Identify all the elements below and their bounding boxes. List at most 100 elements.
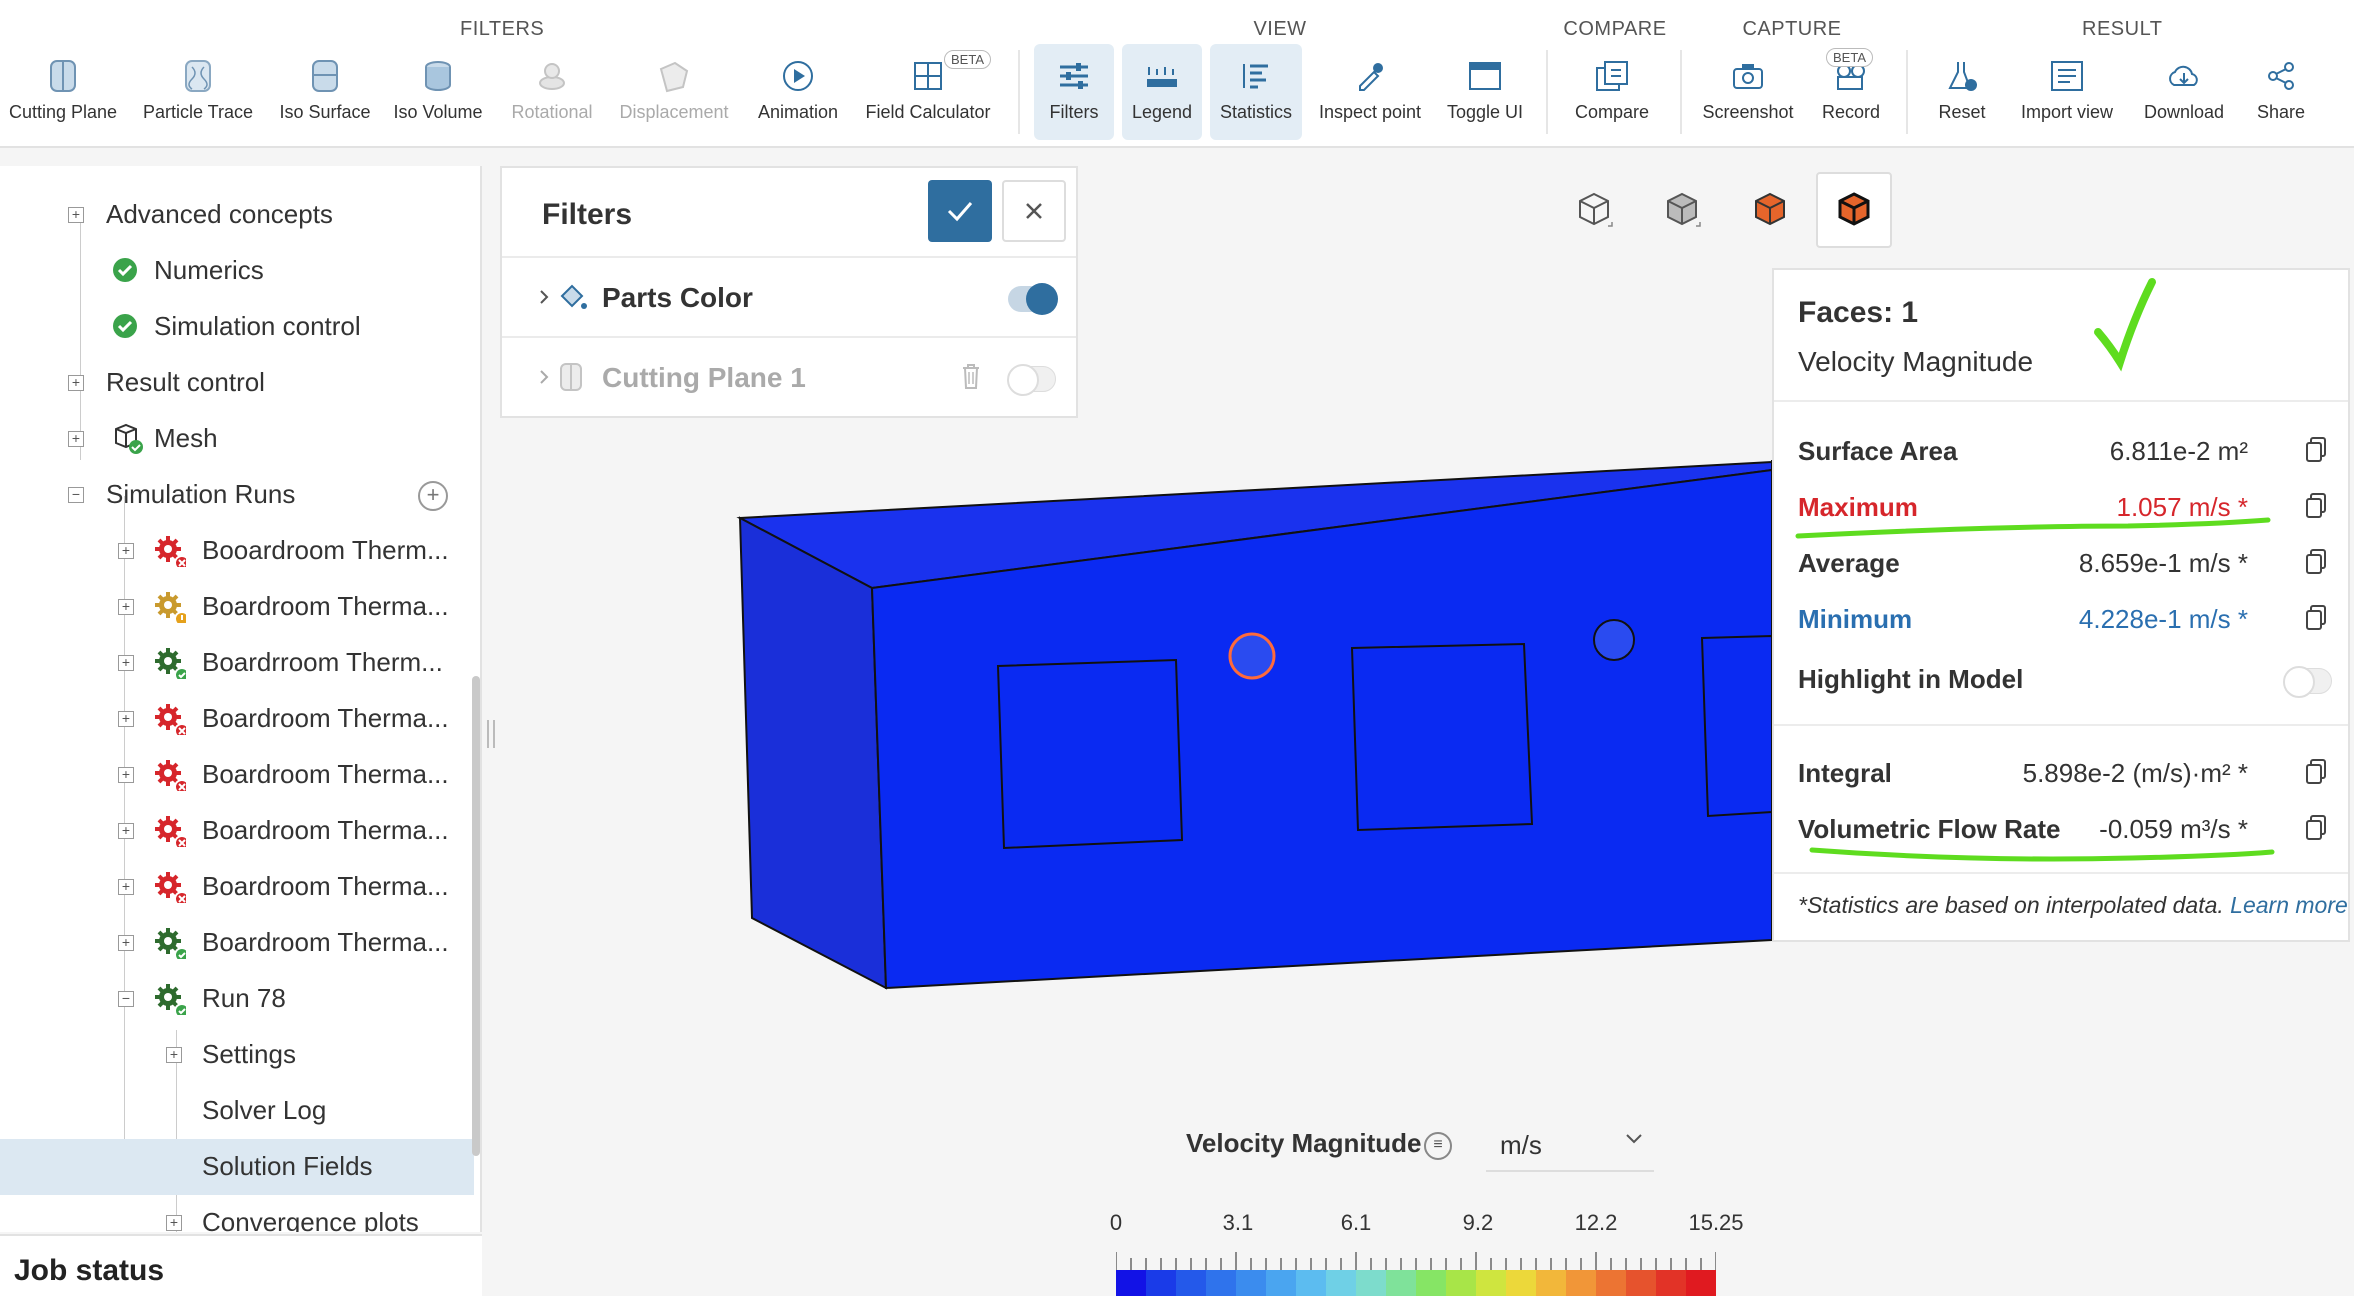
tree-item-run[interactable]: + Boardrroom Therm... [0,635,474,691]
download-button[interactable]: Download [2134,44,2234,140]
legend-button[interactable]: Legend [1122,44,1202,140]
cube-surface-edges-icon [1838,192,1870,226]
tree-item-mesh[interactable]: + Mesh [0,411,474,467]
sliders-icon [1056,58,1092,94]
gear-error-icon [155,816,186,847]
cutting-plane-toggle[interactable] [1007,364,1056,396]
tree-item-run-78[interactable]: − Run 78 [0,971,474,1027]
tree-scrollbar[interactable] [472,676,480,1156]
tree-item-run[interactable]: + Boardroom Therma... [0,859,474,915]
learn-more-link[interactable]: Learn more [2230,892,2348,918]
share-icon [2263,58,2299,94]
chevron-right-icon[interactable] [538,288,550,306]
check-circle-icon [113,314,137,338]
reset-button[interactable]: Reset [1924,44,2000,140]
collapse-icon[interactable]: − [118,991,134,1007]
tree-item-run[interactable]: + Boardroom Therma... [0,579,474,635]
job-status-header[interactable]: Job status [0,1234,482,1296]
rotational-button[interactable]: Rotational [500,44,604,140]
3d-viewport[interactable] [482,150,1772,1050]
legend-tick-label: 9.2 [1462,1210,1494,1235]
apply-button[interactable] [928,180,992,242]
cutting-plane-button[interactable]: Cutting Plane [0,44,126,140]
tree-item-numerics[interactable]: Numerics [0,243,474,299]
tree-item-run[interactable]: + Boardroom Therma... [0,747,474,803]
add-run-icon[interactable]: + [418,481,448,511]
particle-trace-button[interactable]: Particle Trace [138,44,258,140]
cube-wireframe-icon [1579,192,1613,227]
import-view-button[interactable]: Import view [2010,44,2124,140]
statistics-footnote: *Statistics are based on interpolated da… [1798,892,2348,918]
colorbar-segment [1146,1270,1177,1296]
collapse-icon[interactable]: − [68,487,84,503]
view-solid-button[interactable] [1644,172,1720,248]
colorbar-segment [1476,1270,1507,1296]
animation-button[interactable]: Animation [748,44,848,140]
expand-icon[interactable]: + [68,207,84,223]
expand-icon[interactable]: + [118,879,134,895]
view-surface-button[interactable] [1732,172,1808,248]
filter-row-parts-color[interactable]: Parts Color [502,256,1076,336]
field-calculator-button[interactable]: BETA Field Calculator [865,50,991,122]
record-button[interactable]: BETA Record [1821,48,1881,122]
selected-face-highlight[interactable] [1228,632,1276,680]
tree-item-simulation-control[interactable]: Simulation control [0,299,474,355]
expand-icon[interactable]: + [118,543,134,559]
view-wireframe-button[interactable] [1556,172,1632,248]
view-surface-edges-button[interactable] [1816,172,1892,248]
legend-tick-label: 0 [1109,1210,1123,1235]
copy-icon[interactable] [2304,814,2328,842]
stat-maximum: Maximum 1.057 m/s * [1798,486,2328,526]
legend-colorbar [1116,1252,1716,1296]
filter-row-cutting-plane-1[interactable]: Cutting Plane 1 [502,336,1076,416]
tree-item-result-control[interactable]: + Result control [0,355,474,411]
displacement-button[interactable]: Displacement [612,44,736,140]
check-icon [947,202,973,222]
expand-icon[interactable]: + [68,431,84,447]
tree-item-run[interactable]: + Boardroom Therma... [0,915,474,971]
trash-icon[interactable] [960,362,982,390]
chevron-right-icon[interactable] [538,368,550,386]
filters-button[interactable]: Filters [1034,44,1114,140]
compare-button[interactable]: Compare [1562,44,1662,140]
toggle-ui-button[interactable]: Toggle UI [1440,44,1530,140]
copy-icon[interactable] [2304,548,2328,576]
tree-item-solution-fields[interactable]: Solution Fields [0,1139,474,1195]
tree-item-simulation-runs[interactable]: − Simulation Runs + [0,467,474,523]
expand-icon[interactable]: + [118,823,134,839]
copy-icon[interactable] [2304,492,2328,520]
iso-volume-icon [420,58,456,94]
highlight-in-model-toggle[interactable] [2283,666,2332,698]
parts-color-toggle[interactable] [1008,283,1058,315]
expand-icon[interactable]: + [118,655,134,671]
inspect-point-button[interactable]: Inspect point [1312,44,1428,140]
expand-icon[interactable]: + [118,711,134,727]
iso-volume-button[interactable]: Iso Volume [388,44,488,140]
expand-icon[interactable]: + [118,767,134,783]
close-button[interactable] [1002,180,1066,242]
expand-icon[interactable]: + [118,935,134,951]
copy-icon[interactable] [2304,758,2328,786]
tree-item-run[interactable]: + Boardroom Therma... [0,803,474,859]
tree-item-settings[interactable]: + Settings [0,1027,474,1083]
colorbar-segment [1506,1270,1537,1296]
tree-item-convergence-plots[interactable]: + Convergence plots [0,1195,474,1232]
copy-icon[interactable] [2304,436,2328,464]
expand-icon[interactable]: + [166,1215,182,1231]
statistics-button[interactable]: Statistics [1210,44,1302,140]
model-circular-face[interactable] [1593,619,1635,661]
tree-item-solver-log[interactable]: Solver Log [202,1095,327,1125]
colorbar-segment [1236,1270,1267,1296]
tree-item-advanced-concepts[interactable]: + Advanced concepts [0,187,474,243]
tree-item-run[interactable]: + Boardroom Therma... [0,691,474,747]
screenshot-button[interactable]: Screenshot [1696,44,1800,140]
copy-icon[interactable] [2304,604,2328,632]
expand-icon[interactable]: + [118,599,134,615]
legend-menu-icon[interactable]: ≡ [1424,1132,1452,1160]
tree-item-run[interactable]: + Booardroom Therm... [0,523,474,579]
unit-select[interactable]: m/s [1486,1118,1654,1172]
expand-icon[interactable]: + [166,1047,182,1063]
iso-surface-button[interactable]: Iso Surface [270,44,380,140]
share-button[interactable]: Share [2244,44,2318,140]
expand-icon[interactable]: + [68,375,84,391]
